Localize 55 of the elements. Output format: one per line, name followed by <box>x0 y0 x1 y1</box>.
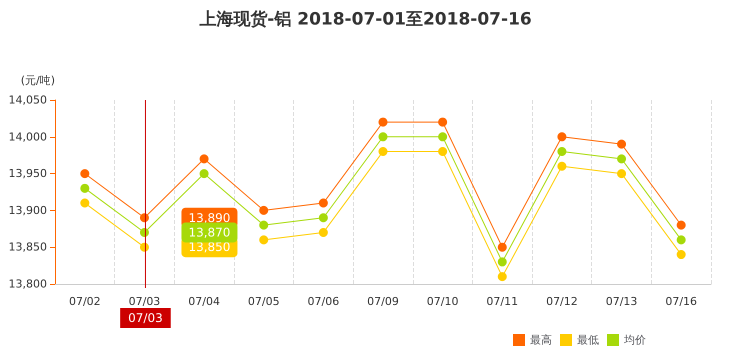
point <box>676 250 686 260</box>
chart-title: 上海现货-铝 2018-07-01至2018-07-16 <box>198 10 532 30</box>
y-tick-label: 13,950 <box>8 167 47 180</box>
point <box>259 206 268 215</box>
point <box>378 147 388 156</box>
x-tick-label: 07/13 <box>606 295 638 308</box>
x-tick-label: 07/16 <box>665 295 698 308</box>
x-tick-label: 07/05 <box>248 295 280 308</box>
point <box>80 184 90 193</box>
point <box>378 132 388 142</box>
point <box>259 235 268 244</box>
point <box>438 147 448 156</box>
x-tick-label: 07/09 <box>367 295 399 308</box>
point <box>200 169 209 178</box>
point <box>498 272 507 282</box>
x-tick-label: 07/06 <box>308 295 340 308</box>
y-axis-title: (元/吨) <box>20 74 55 87</box>
point <box>617 169 626 178</box>
point <box>498 242 507 252</box>
x-tick-label: 07/10 <box>426 295 458 308</box>
point <box>259 220 268 230</box>
point <box>617 140 626 149</box>
point <box>676 220 686 230</box>
x-tick-label: 07/12 <box>546 295 578 308</box>
ref-line-label: 07/03 <box>128 311 163 325</box>
x-tick-label: 07/04 <box>188 295 220 308</box>
y-tick-label: 14,050 <box>8 94 47 106</box>
point <box>378 118 388 127</box>
y-tick-label: 13,850 <box>8 240 47 254</box>
y-tick-label: 13,800 <box>8 278 47 290</box>
point <box>557 162 566 171</box>
annotation: 13,870 <box>188 225 230 240</box>
point <box>318 213 328 222</box>
annotation: 13,850 <box>188 240 230 254</box>
point <box>80 169 90 178</box>
point <box>438 118 448 127</box>
point <box>200 154 209 164</box>
x-tick-label: 07/02 <box>68 295 101 308</box>
point <box>318 198 328 208</box>
point <box>438 132 448 142</box>
point <box>80 198 90 208</box>
point <box>318 228 328 237</box>
point <box>557 147 566 156</box>
legend-label: 最高 <box>530 334 552 346</box>
legend-label: 最低 <box>577 334 599 346</box>
point <box>617 154 626 164</box>
x-tick-label: 07/03 <box>128 295 160 308</box>
x-tick-label: 07/11 <box>486 295 518 308</box>
annotation: 13,890 <box>188 210 230 225</box>
legend-label: 均价 <box>623 334 646 346</box>
point <box>498 257 507 266</box>
y-tick-label: 14,000 <box>8 130 47 144</box>
point <box>557 132 566 142</box>
y-tick-label: 13,900 <box>8 204 47 217</box>
point <box>676 235 686 244</box>
